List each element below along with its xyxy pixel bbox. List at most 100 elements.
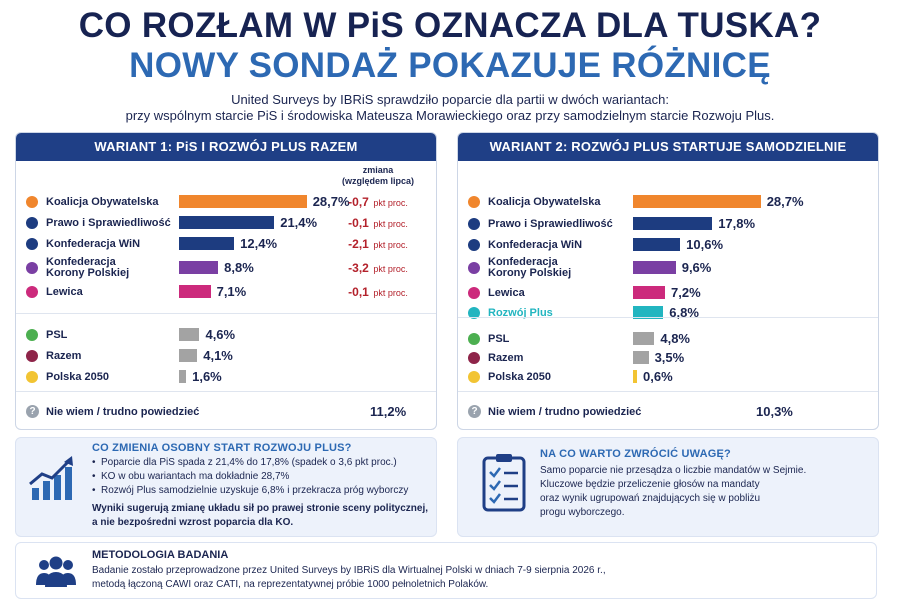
info-left-conclusion: Wyniki sugerują zmianę układu sił po pra… xyxy=(92,502,432,530)
party-name: Konfederacja Korony Polskiej xyxy=(46,256,130,279)
party-row-psl: PSL 4,8% xyxy=(458,328,878,350)
party-name: Koalicja Obywatelska xyxy=(488,196,601,208)
change-unit: pkt proc. xyxy=(373,240,408,250)
intro-line1: United Surveys by IBRiS sprawdziło popar… xyxy=(231,92,669,107)
question-icon: ? xyxy=(468,405,481,418)
page-title-line1: CO ROZŁAM W PiS OZNACZA DLA TUSKA? xyxy=(78,6,822,45)
party-row-polska-2050: Polska 2050 1,6% xyxy=(16,366,436,388)
value-label: 17,8% xyxy=(718,216,756,231)
info-left-bullet: Poparcie dla PiS spada z 21,4% do 17,8% … xyxy=(92,456,432,470)
variant2-panel: WARIANT 2: ROZWÓJ PLUS STARTUJE SAMODZIE… xyxy=(457,132,879,430)
info-left-bullet: Rozwój Plus samodzielnie uzyskuje 6,8% i… xyxy=(92,484,432,498)
info-box-left: CO ZMIENIA OSOBNY START ROZWOJU PLUS? Po… xyxy=(15,437,437,537)
change-value: -3,2 pkt proc. xyxy=(338,257,418,280)
value-label: 4,8% xyxy=(660,331,690,346)
info-left-conclusion-line2: a nie bezpośredni wzrost poparcia dla KO… xyxy=(92,517,294,528)
methodology-box: METODOLOGIA BADANIA Badanie zostało prze… xyxy=(15,542,877,599)
bar-konfederacja-korony-polskiej xyxy=(633,261,676,274)
party-row-konfederacja-win: Konfederacja WiN 10,6% xyxy=(458,234,878,256)
methodology-title: METODOLOGIA BADANIA xyxy=(92,549,229,561)
party-name: Polska 2050 xyxy=(488,371,551,383)
value-label: 21,4% xyxy=(280,215,318,230)
party-name: Koalicja Obywatelska xyxy=(46,196,159,208)
party-color-dot xyxy=(468,352,480,364)
change-value: -0,1 pkt proc. xyxy=(338,281,418,304)
change-value: -0,7 pkt proc. xyxy=(338,191,418,214)
row-separator xyxy=(16,391,436,392)
value-label: 28,7% xyxy=(312,194,350,209)
party-row-lewica: Lewica 7,1% -0,1 pkt proc. xyxy=(16,281,436,303)
party-row-razem: Razem 4,1% xyxy=(16,345,436,367)
party-row-prawo-i-sprawiedliwosc: Prawo i Sprawiedliwość 17,8% xyxy=(458,213,878,235)
info-right-line: oraz wynik ugrupowań znajdujących się w … xyxy=(540,493,761,504)
question-icon: ? xyxy=(26,405,39,418)
party-color-dot xyxy=(26,262,38,274)
change-value: -0,1 pkt proc. xyxy=(338,212,418,235)
change-value: -2,1 pkt proc. xyxy=(338,233,418,256)
party-color-dot xyxy=(26,196,38,208)
party-color-dot xyxy=(26,329,38,341)
value-label: 10,6% xyxy=(686,237,724,252)
party-name: Nie wiem / trudno powiedzieć xyxy=(46,406,200,418)
party-row-prawo-i-sprawiedliwosc: Prawo i Sprawiedliwość 21,4% -0,1 pkt proc… xyxy=(16,212,436,234)
party-row-razem: Razem 3,5% xyxy=(458,347,878,369)
party-name: Lewica xyxy=(488,287,525,299)
info-right-line: progu wyborczego. xyxy=(540,507,625,518)
bar-polska-2050 xyxy=(179,370,187,383)
party-color-dot xyxy=(468,333,480,345)
change-unit: pkt proc. xyxy=(373,288,408,298)
bar-lewica xyxy=(633,286,666,299)
party-color-dot xyxy=(26,371,38,383)
methodology-line1: Badanie zostało przeprowadzone przez Uni… xyxy=(92,565,606,576)
party-color-dot xyxy=(468,371,480,383)
party-color-dot xyxy=(26,238,38,250)
party-name: Prawo i Sprawiedliwość xyxy=(46,217,171,229)
intro-text: United Surveys by IBRiS sprawdziło popar… xyxy=(0,92,900,124)
value-label: 4,1% xyxy=(203,348,233,363)
checklist-icon xyxy=(482,454,526,512)
party-name: Razem xyxy=(488,352,524,364)
info-right-line: Kluczowe będzie przeliczenie głosów na m… xyxy=(540,479,760,490)
bar-razem xyxy=(633,351,649,364)
bar-psl xyxy=(179,328,200,341)
party-row-koalicja-obywatelska: Koalicja Obywatelska 28,7% xyxy=(458,191,878,213)
party-name: Konfederacja WiN xyxy=(46,238,141,250)
party-color-dot xyxy=(468,196,480,208)
row-separator xyxy=(458,317,878,318)
variant1-panel: WARIANT 1: PiS I ROZWÓJ PLUS RAZEM zmian… xyxy=(15,132,437,430)
value-label: 9,6% xyxy=(681,260,712,275)
party-row-lewica: Lewica 7,2% xyxy=(458,282,878,304)
variant1-title: WARIANT 1: PiS I ROZWÓJ PLUS RAZEM xyxy=(16,133,436,161)
party-color-dot xyxy=(26,217,38,229)
bar-lewica xyxy=(179,285,211,298)
value-label: 12,4% xyxy=(240,236,278,251)
methodology-line2: metodą łączoną CAWI oraz CATI, na reprez… xyxy=(92,579,489,590)
party-row-psl: PSL 4,6% xyxy=(16,324,436,346)
bar-polska-2050 xyxy=(633,370,637,383)
party-row-nie-wiem-trudno-powiedziec: ? Nie wiem / trudno powiedzieć 10,3% xyxy=(458,401,878,423)
change-header: zmiana (względem lipca) xyxy=(338,165,418,187)
change-number: -0,1 xyxy=(348,285,369,299)
party-row-rozwoj-plus: Rozwój Plus 6,8% xyxy=(458,302,878,324)
bar-prawo-i-sprawiedliwosc xyxy=(633,217,713,230)
bar-koalicja-obywatelska xyxy=(179,195,307,208)
rising-chart-icon xyxy=(29,456,73,500)
party-name: Polska 2050 xyxy=(46,371,109,383)
value-label: 8,8% xyxy=(224,260,254,275)
bar-koalicja-obywatelska xyxy=(633,195,761,208)
change-unit: pkt proc. xyxy=(373,219,408,229)
party-color-dot xyxy=(468,239,480,251)
party-name: Razem xyxy=(46,350,82,362)
change-header-line2: (względem lipca) xyxy=(341,176,414,186)
party-color-dot xyxy=(468,262,480,274)
info-left-title: CO ZMIENIA OSOBNY START ROZWOJU PLUS? xyxy=(92,442,352,454)
value-label: 28,7% xyxy=(766,194,804,209)
change-header-line1: zmiana xyxy=(362,165,394,175)
value-label: 4,6% xyxy=(205,327,236,342)
change-number: -0,7 xyxy=(348,195,369,209)
info-right-text: Samo poparcie nie przesądza o liczbie ma… xyxy=(540,464,870,520)
party-name: Konfederacja WiN xyxy=(488,239,583,251)
change-number: -0,1 xyxy=(348,216,369,230)
party-name: PSL xyxy=(46,329,68,341)
value-label: 1,6% xyxy=(192,369,222,384)
